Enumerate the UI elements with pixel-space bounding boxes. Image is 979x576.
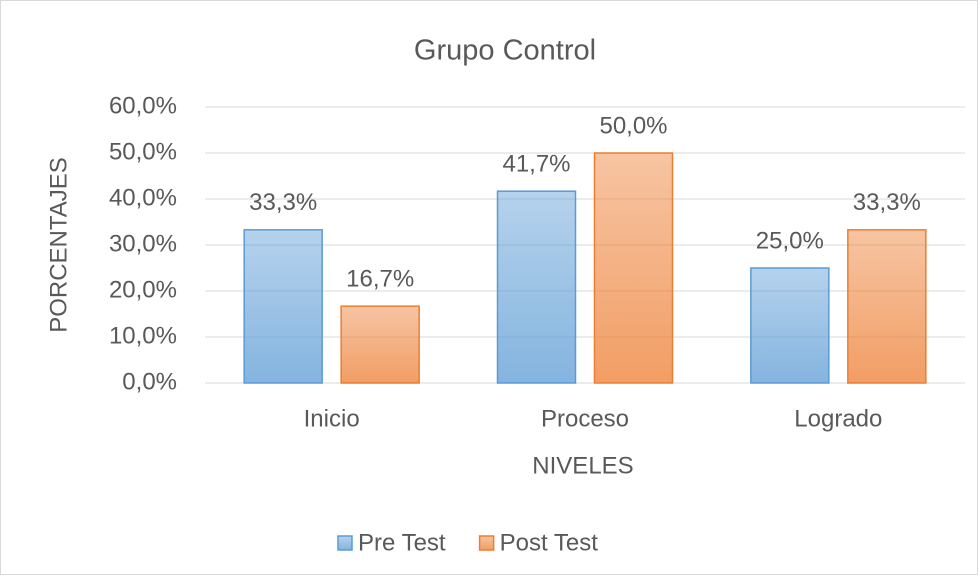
y-axis-label: PORCENTAJES: [45, 157, 72, 333]
y-tick-label: 60,0%: [109, 92, 177, 119]
x-axis-label: NIVELES: [532, 452, 633, 479]
legend-label: Pre Test: [358, 529, 446, 556]
data-label: 16,7%: [346, 266, 414, 293]
y-tick-label: 30,0%: [109, 230, 177, 257]
y-tick-label: 40,0%: [109, 184, 177, 211]
y-tick-label: 50,0%: [109, 138, 177, 165]
data-label: 50,0%: [599, 112, 667, 139]
legend-label: Post Test: [500, 529, 599, 556]
chart-title: Grupo Control: [414, 35, 596, 67]
data-label: 33,3%: [249, 189, 317, 216]
x-tick-label: Proceso: [541, 405, 629, 432]
legend-swatch: [337, 535, 353, 551]
bar: [593, 152, 674, 384]
y-tick-label: 10,0%: [109, 322, 177, 349]
data-label: 41,7%: [502, 151, 570, 178]
bar: [243, 229, 323, 384]
legend-swatch: [478, 535, 495, 551]
y-tick-label: 0,0%: [122, 368, 177, 395]
x-tick-label: Inicio: [304, 405, 360, 432]
data-label: 25,0%: [756, 227, 824, 254]
bar: [847, 229, 927, 384]
x-tick-label: Logrado: [794, 405, 882, 432]
bar: [750, 267, 830, 384]
data-label: 33,3%: [853, 189, 921, 216]
y-tick-label: 20,0%: [109, 276, 177, 303]
bar: [340, 305, 420, 384]
bar: [496, 190, 577, 384]
